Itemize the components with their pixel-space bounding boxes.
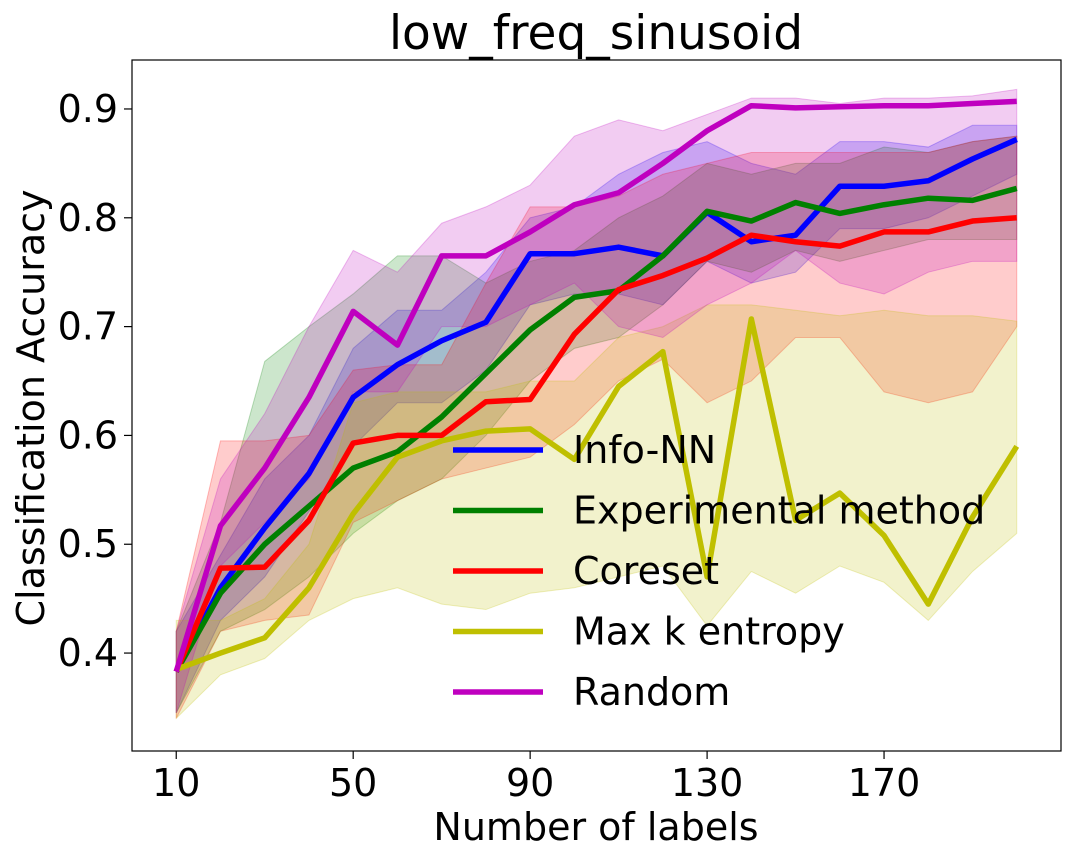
legend-label-experimental-method: Experimental method xyxy=(573,489,985,533)
x-tick-label: 170 xyxy=(848,761,921,805)
y-axis-label: Classification Accuracy xyxy=(9,190,53,627)
chart-title: low_freq_sinusoid xyxy=(389,6,803,61)
x-axis-ticks: 10 50 90 130 170 xyxy=(152,751,920,805)
y-axis-ticks: 0.4 0.5 0.6 0.7 0.8 0.9 xyxy=(58,87,132,675)
x-axis-label: Number of labels xyxy=(433,805,758,849)
band-coreset xyxy=(175,135,1018,719)
line-info-nn xyxy=(173,136,1018,673)
x-tick-label: 50 xyxy=(329,761,377,805)
x-tick-label: 10 xyxy=(152,761,200,805)
band-info-nn xyxy=(175,124,1018,714)
y-tick-label: 0.5 xyxy=(58,522,118,566)
legend-label-coreset: Coreset xyxy=(573,549,719,593)
y-tick-label: 0.6 xyxy=(58,413,118,457)
line-experimental-method xyxy=(173,185,1018,673)
band-experimental-method xyxy=(175,135,1018,714)
line-random xyxy=(173,98,1017,673)
y-tick-label: 0.4 xyxy=(58,631,118,675)
plot-area-frame xyxy=(131,59,1062,752)
legend: Info-NN Experimental method Coreset Max k e… xyxy=(453,428,985,714)
y-tick-label: 0.9 xyxy=(58,87,118,131)
line-max-k-entropy xyxy=(175,316,1020,672)
y-tick-label: 0.8 xyxy=(58,196,118,240)
band-max-k-entropy xyxy=(175,304,1018,720)
legend-label-random: Random xyxy=(573,670,730,714)
x-tick-label: 90 xyxy=(506,761,554,805)
legend-label-info-nn: Info-NN xyxy=(573,428,716,472)
y-tick-label: 0.7 xyxy=(58,305,118,349)
x-tick-label: 130 xyxy=(671,761,744,805)
line-coreset xyxy=(173,215,1017,673)
legend-label-max-k-entropy: Max k entropy xyxy=(573,610,845,654)
series-lines xyxy=(173,98,1020,673)
